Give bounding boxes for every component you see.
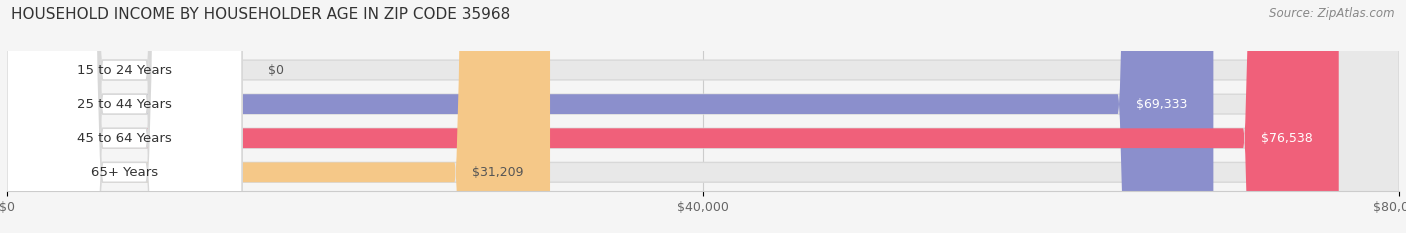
Text: 25 to 44 Years: 25 to 44 Years: [77, 98, 172, 111]
Text: $31,209: $31,209: [472, 166, 524, 179]
FancyBboxPatch shape: [7, 0, 550, 233]
FancyBboxPatch shape: [7, 0, 1213, 233]
FancyBboxPatch shape: [7, 0, 1399, 233]
Text: $69,333: $69,333: [1136, 98, 1187, 111]
Text: $0: $0: [269, 64, 284, 76]
FancyBboxPatch shape: [7, 0, 242, 233]
FancyBboxPatch shape: [7, 0, 1399, 233]
Text: 15 to 24 Years: 15 to 24 Years: [77, 64, 172, 76]
FancyBboxPatch shape: [7, 0, 1399, 233]
FancyBboxPatch shape: [7, 0, 1339, 233]
Text: Source: ZipAtlas.com: Source: ZipAtlas.com: [1270, 7, 1395, 20]
FancyBboxPatch shape: [7, 0, 242, 233]
Text: 45 to 64 Years: 45 to 64 Years: [77, 132, 172, 145]
Text: $76,538: $76,538: [1261, 132, 1313, 145]
FancyBboxPatch shape: [7, 0, 242, 233]
FancyBboxPatch shape: [7, 0, 242, 233]
Text: HOUSEHOLD INCOME BY HOUSEHOLDER AGE IN ZIP CODE 35968: HOUSEHOLD INCOME BY HOUSEHOLDER AGE IN Z…: [11, 7, 510, 22]
Text: 65+ Years: 65+ Years: [91, 166, 157, 179]
FancyBboxPatch shape: [7, 0, 1399, 233]
